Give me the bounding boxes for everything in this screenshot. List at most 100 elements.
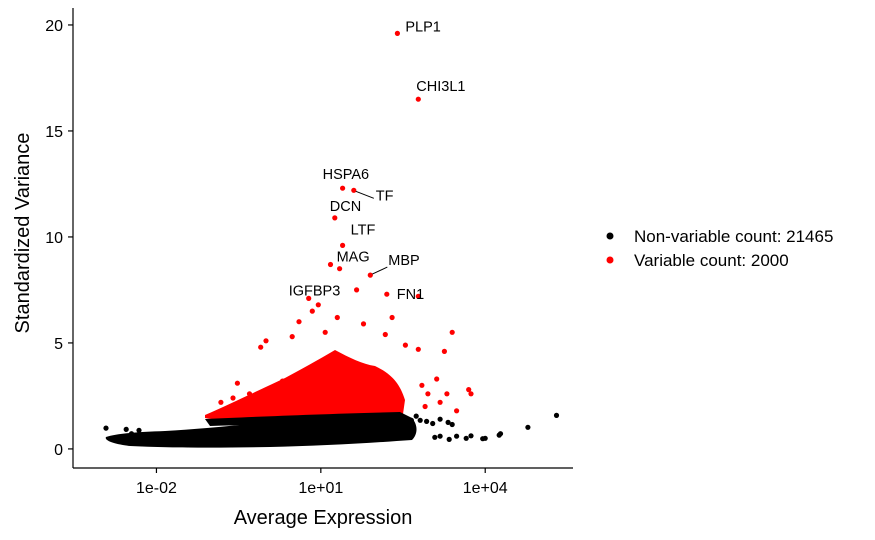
variable-point-51 [306, 389, 312, 395]
variable-point-21 [263, 338, 269, 344]
variable-point-17 [360, 321, 367, 327]
variable-point-19 [449, 329, 455, 335]
gene-label-hspa6: HSPA6 [323, 167, 369, 183]
variable-point-3 [351, 187, 357, 193]
variable-point-2 [340, 185, 346, 191]
variable-point-32 [344, 357, 350, 363]
variable-point-22 [289, 334, 295, 340]
non-variable-point-21 [445, 419, 451, 425]
variable-point-25 [402, 342, 408, 348]
non-variable-point-28 [468, 433, 474, 439]
variable-point-12 [415, 293, 421, 299]
variable-point-42 [468, 391, 474, 397]
variable-point-49 [422, 403, 428, 410]
variable-point-8 [367, 272, 373, 278]
variable-point-5 [340, 242, 346, 248]
non-variable-point-13 [377, 433, 383, 439]
variable-point-37 [246, 391, 253, 397]
y-axis-title: Standardized Variance [12, 133, 34, 334]
variable-point-16 [296, 319, 302, 325]
non-variable-point-6 [136, 427, 142, 433]
variable-point-24 [258, 344, 264, 350]
x-tick-label-0: 1e-02 [136, 480, 177, 497]
non-variable-point-24 [437, 433, 443, 439]
non-variable-point-26 [454, 433, 460, 439]
variable-point-35 [279, 378, 286, 384]
non-variable-point-11 [293, 438, 299, 445]
variable-point-40 [425, 391, 431, 397]
x-tick-label-2: 1e+04 [463, 480, 508, 497]
variable-point-39 [419, 382, 425, 388]
x-axis-title: Average Expression [234, 507, 413, 529]
variable-point-47 [351, 397, 357, 403]
variable-point-26 [415, 346, 421, 352]
non-variable-point-15 [408, 417, 414, 423]
non-variable-point-4 [134, 436, 140, 442]
variable-point-33 [356, 382, 362, 388]
legend-label-0: Non-variable count: 21465 [634, 227, 833, 246]
variable-point-30 [399, 399, 405, 405]
point-cloud [105, 350, 417, 448]
variable-point-48 [437, 399, 443, 405]
variable-point-10 [306, 295, 312, 301]
variable-point-1 [415, 96, 421, 102]
variable-point-4 [332, 215, 338, 221]
non-variable-point-23 [432, 434, 438, 440]
non-variable-point-9 [203, 431, 209, 437]
non-variable-point-20 [437, 416, 443, 422]
non-variable-point-1 [123, 426, 129, 432]
non-variable-point-27 [463, 435, 469, 441]
non-variable-point-8 [170, 437, 176, 443]
variable-point-41 [466, 387, 472, 393]
variable-point-44 [318, 395, 324, 401]
variable-point-38 [267, 387, 273, 393]
variable-point-46 [230, 395, 236, 401]
non-variable-point-30 [482, 435, 488, 441]
non-variable-point-5 [139, 438, 145, 445]
variable-point-13 [315, 302, 321, 308]
label-leader-mbp [372, 266, 388, 275]
variable-point-29 [434, 376, 440, 382]
variable-point-0 [394, 30, 400, 36]
variable-point-15 [334, 314, 340, 321]
y-tick-label-0: 0 [54, 442, 63, 459]
gene-label-mag: MAG [337, 250, 370, 266]
non-variable-point-32 [497, 431, 504, 437]
gene-label-mbp: MBP [388, 253, 419, 269]
non-variable-point-10 [246, 435, 253, 441]
y-tick-label-4: 20 [45, 18, 63, 35]
non-variable-point-7 [151, 433, 157, 439]
gene-label-ltf: LTF [351, 222, 376, 238]
variable-point-20 [389, 314, 395, 321]
non-variable-point-16 [413, 413, 419, 419]
x-tick-label-1: 1e+01 [298, 480, 343, 497]
legend-key-1 [606, 256, 614, 264]
variable-point-36 [234, 380, 240, 386]
variable-point-9 [354, 287, 360, 293]
variable-point-7 [327, 261, 334, 268]
non-variable-point-12 [340, 435, 346, 441]
variable-point-11 [384, 291, 390, 297]
variable-point-31 [373, 370, 379, 376]
non-variable-point-18 [424, 418, 430, 424]
gene-label-fn1: FN1 [397, 287, 424, 303]
non-variable-point-34 [553, 412, 560, 418]
variable-band [205, 350, 405, 421]
non-variable-point-19 [430, 420, 436, 427]
legend-key-0 [606, 232, 614, 240]
non-variable-cloud-edge [205, 412, 412, 426]
variable-point-45 [218, 399, 224, 405]
y-tick-label-3: 15 [45, 124, 63, 141]
non-variable-point-17 [417, 417, 423, 423]
non-variable-point-14 [399, 427, 405, 433]
non-variable-point-0 [103, 425, 109, 431]
gene-label-chi3l1: CHI3L1 [416, 79, 465, 95]
non-variable-cloud [105, 415, 417, 448]
gene-label-dcn: DCN [330, 199, 361, 215]
y-tick-label-2: 10 [45, 230, 63, 247]
legend-label-1: Variable count: 2000 [634, 251, 789, 270]
variable-point-18 [382, 331, 388, 338]
variable-point-14 [309, 308, 315, 314]
non-variable-point-22 [449, 421, 455, 428]
